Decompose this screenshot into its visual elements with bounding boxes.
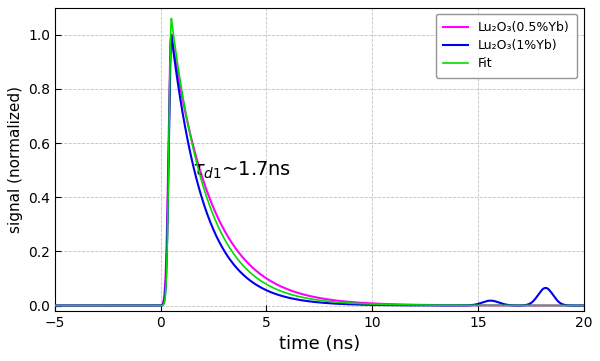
Lu₂O₃(0.5%Yb) [580,303,587,308]
Lu₂O₃(1%Yb) [52,303,59,308]
Fit [580,303,587,308]
Lu₂O₃(1%Yb) [167,32,175,37]
Fit [552,303,559,308]
X-axis label: time (ns): time (ns) [279,335,360,353]
Fit [54,303,61,308]
Fit [52,303,59,308]
Lu₂O₃(0.5%Yb) [52,303,59,308]
Fit [310,297,317,301]
Lu₂O₃(1%Yb) [83,303,90,308]
Lu₂O₃(0.5%Yb) [54,303,61,308]
Lu₂O₃(1%Yb) [73,303,80,308]
Lu₂O₃(0.5%Yb) [155,303,162,308]
Text: $\tau_{d1}$~1.7ns: $\tau_{d1}$~1.7ns [193,160,292,181]
Lu₂O₃(0.5%Yb) [310,295,317,299]
Fit [83,303,90,308]
Fit [168,16,175,21]
Lu₂O₃(0.5%Yb) [552,303,559,308]
Lu₂O₃(1%Yb) [54,303,61,308]
Lu₂O₃(1%Yb) [552,296,559,301]
Line: Lu₂O₃(1%Yb): Lu₂O₃(1%Yb) [55,35,584,305]
Legend: Lu₂O₃(0.5%Yb), Lu₂O₃(1%Yb), Fit: Lu₂O₃(0.5%Yb), Lu₂O₃(1%Yb), Fit [436,14,577,78]
Line: Fit: Fit [55,18,584,305]
Lu₂O₃(0.5%Yb) [73,303,80,308]
Fit [73,303,80,308]
Lu₂O₃(1%Yb) [310,300,317,304]
Line: Lu₂O₃(0.5%Yb): Lu₂O₃(0.5%Yb) [55,35,584,305]
Y-axis label: signal (normalized): signal (normalized) [8,86,23,233]
Lu₂O₃(1%Yb) [155,303,162,308]
Lu₂O₃(0.5%Yb) [83,303,90,308]
Lu₂O₃(1%Yb) [580,303,587,308]
Fit [155,303,162,308]
Lu₂O₃(0.5%Yb) [167,32,175,37]
